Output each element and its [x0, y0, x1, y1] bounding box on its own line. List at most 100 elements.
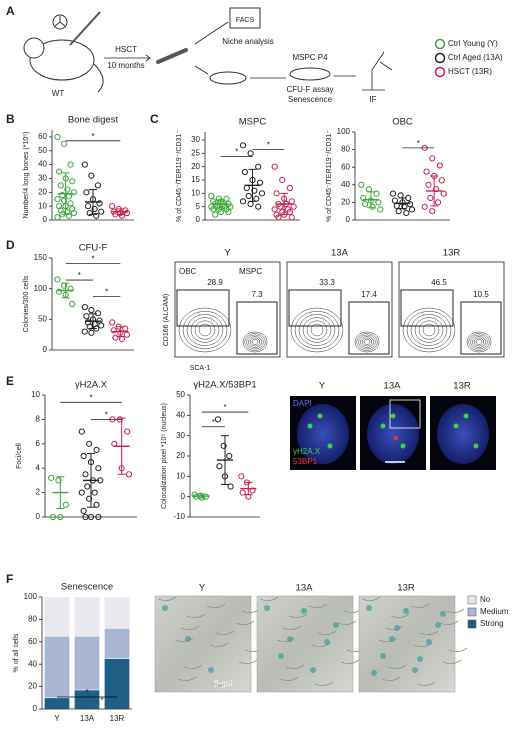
data-point: [54, 133, 61, 141]
data-point: [429, 155, 436, 162]
data-point: [62, 501, 69, 508]
legend-label: Ctrl Aged (13A): [448, 53, 503, 62]
data-point: [112, 334, 119, 341]
dish: [289, 67, 331, 81]
cell-texture: [259, 596, 279, 601]
data-point: [391, 197, 398, 204]
stain-spot: [394, 625, 400, 631]
plot-title: MSPC: [239, 117, 267, 128]
y-tick-label: 0: [43, 215, 48, 224]
data-point: [216, 463, 223, 470]
contour: [190, 317, 220, 343]
cell-texture: [378, 637, 398, 642]
cell-texture: [410, 603, 430, 608]
bar-segment: [104, 658, 130, 710]
image-label: 13R: [453, 381, 471, 392]
flow-frame: [286, 261, 393, 358]
y-tick-label: 0: [36, 512, 41, 521]
dish: [209, 71, 247, 85]
y-axis-label: Foci/cell: [16, 443, 23, 469]
data-point: [253, 195, 260, 202]
data-point: [81, 303, 88, 311]
contour: [249, 337, 261, 347]
legend-label: Medium: [480, 607, 509, 616]
stain-spot: [389, 636, 395, 642]
focus: [317, 413, 323, 419]
panel-letter: D: [6, 238, 15, 252]
significance-star: *: [89, 393, 92, 402]
flow-frame: [174, 261, 281, 358]
data-point: [84, 203, 92, 210]
data-point: [59, 191, 66, 199]
significance-star: *: [100, 696, 103, 705]
cell-texture: [183, 664, 203, 669]
data-point: [279, 176, 286, 184]
data-point: [57, 182, 64, 189]
stain-spot: [333, 622, 339, 628]
y-axis-label: % of CD45⁻/TER119⁻/CD31⁻: [326, 130, 333, 222]
flow-y-label: CD166 (ALCAM): [163, 294, 170, 347]
label: 10 months: [107, 61, 144, 70]
y-tick-label: 10: [176, 471, 185, 480]
y-tick-label: 20: [28, 682, 37, 691]
data-point: [243, 184, 250, 192]
data-point: [80, 507, 87, 514]
channel-label: DAPI: [293, 399, 312, 408]
panel-letter: C: [150, 112, 159, 126]
data-point: [123, 209, 130, 217]
image-label: 13A: [384, 381, 402, 392]
cell-texture: [238, 659, 258, 664]
plot-title: OBC: [392, 117, 413, 128]
data-point: [255, 163, 262, 170]
data-point: [96, 200, 103, 207]
bar-segment: [44, 635, 70, 699]
stain-spot: [412, 667, 418, 673]
label: Niche analysis: [222, 37, 274, 46]
data-point: [80, 452, 87, 460]
cell-texture: [285, 664, 305, 669]
plot-title: CFU-F: [79, 243, 108, 254]
data-point: [389, 190, 397, 197]
cell-texture: [381, 676, 401, 681]
focus: [327, 443, 333, 449]
data-point: [375, 199, 382, 206]
data-point: [226, 452, 233, 460]
data-point: [271, 163, 278, 170]
significance-star: *: [91, 255, 94, 264]
data-point: [83, 313, 90, 320]
gate-value: 33.3: [319, 278, 335, 287]
data-point: [91, 489, 98, 496]
gate-value: 28.9: [207, 278, 223, 287]
y-tick-label: 30: [176, 431, 185, 440]
obc-gate: [288, 289, 342, 327]
legend-swatch: [467, 595, 477, 605]
y-tick-label: 20: [191, 162, 200, 171]
cell-texture: [279, 676, 299, 681]
image-label: Y: [319, 381, 326, 392]
data-point: [238, 473, 245, 480]
inset: [389, 399, 421, 429]
cell-texture: [186, 613, 206, 618]
contour: [410, 314, 448, 346]
obc-gate: [400, 289, 454, 327]
y-tick-label: 10: [191, 188, 200, 197]
label: Senescence: [288, 95, 333, 104]
data-point: [421, 203, 428, 210]
contour: [422, 323, 436, 337]
data-point: [93, 501, 100, 508]
data-point: [438, 177, 445, 184]
data-point: [286, 184, 293, 192]
y-tick-label: 80: [28, 615, 37, 624]
stain-spot: [417, 656, 423, 662]
data-point: [49, 513, 57, 521]
data-point: [227, 483, 234, 490]
data-point: [86, 495, 93, 502]
contour: [244, 333, 266, 351]
data-point: [239, 198, 247, 205]
plot-title: γH2A.X/53BP1: [193, 380, 256, 391]
data-point: [56, 168, 63, 175]
data-point: [124, 428, 131, 435]
data-point: [93, 212, 100, 219]
cell-texture: [209, 642, 229, 647]
